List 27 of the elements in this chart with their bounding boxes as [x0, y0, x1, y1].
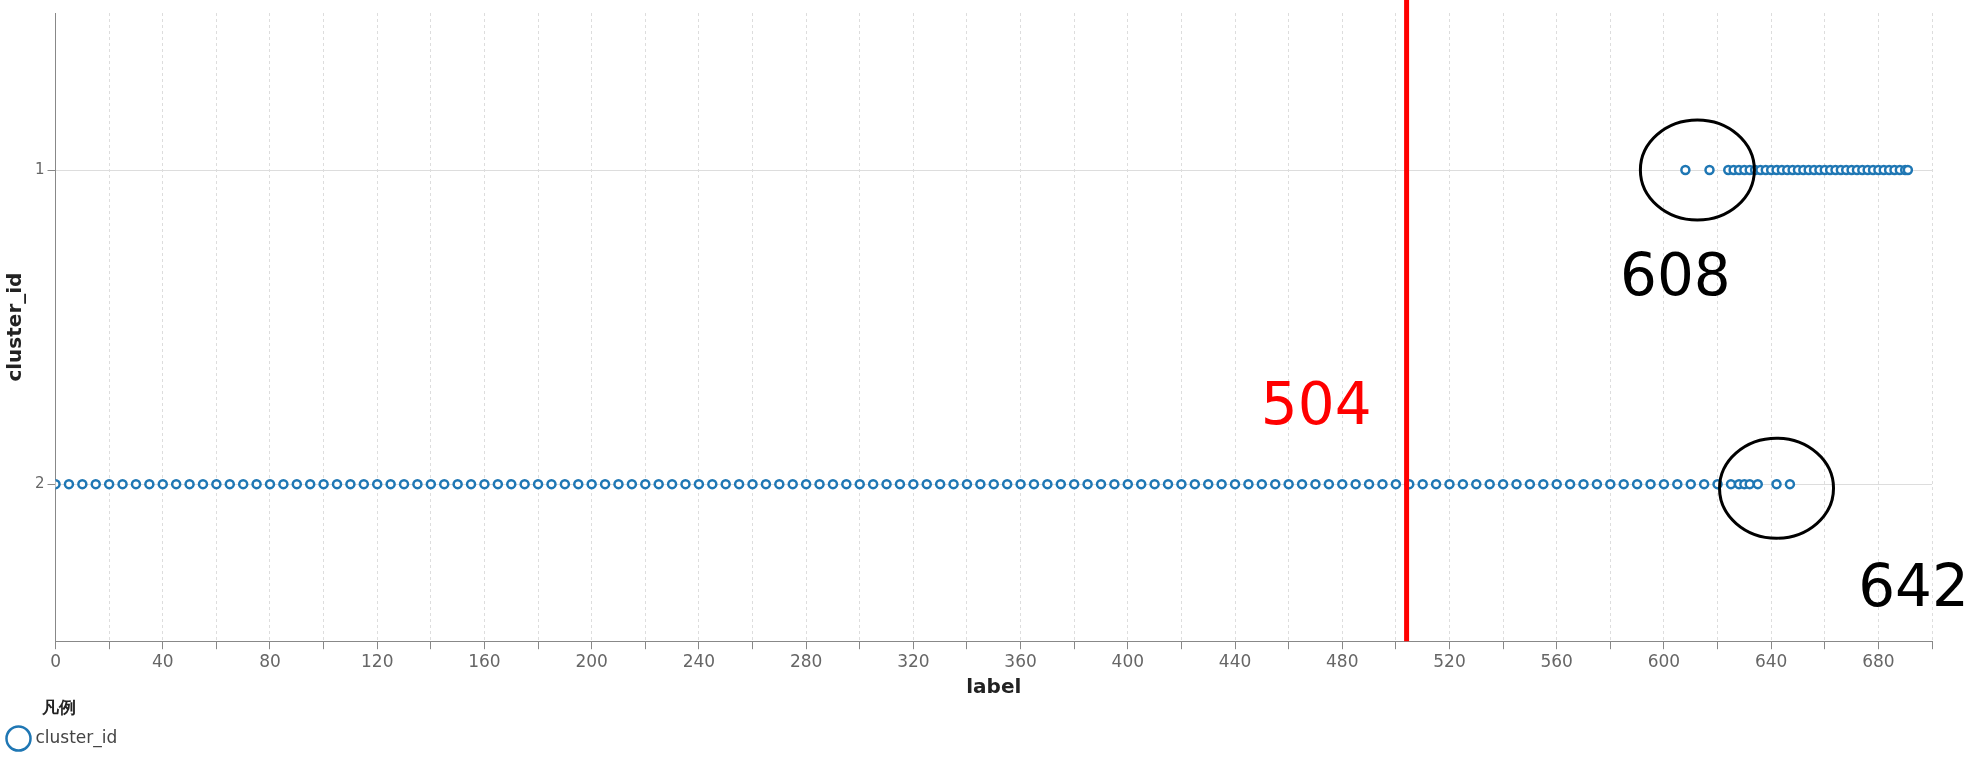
y-axis-title: cluster_id — [2, 272, 27, 382]
x-tick-label: 480 — [1326, 650, 1359, 671]
ref-line-label: 504 — [1260, 369, 1372, 438]
x-tick-label: 520 — [1433, 650, 1466, 671]
legend-label: cluster_id — [35, 726, 118, 748]
x-tick-label: 40 — [151, 650, 174, 671]
x-tick-label: 0 — [50, 650, 61, 671]
y-tick-label: 2 — [35, 474, 45, 493]
x-tick-label: 360 — [1004, 650, 1037, 671]
annotation: 642 — [1858, 552, 1969, 621]
x-tick-label: 560 — [1540, 650, 1573, 671]
x-tick-label: 240 — [682, 650, 716, 671]
x-tick-label: 600 — [1647, 650, 1681, 671]
x-tick-label: 400 — [1111, 650, 1145, 671]
y-tick-label: 1 — [35, 159, 45, 178]
x-tick-label: 640 — [1754, 650, 1788, 671]
x-tick-label: 200 — [575, 650, 608, 671]
x-tick-label: 440 — [1218, 650, 1252, 671]
x-tick-label: 280 — [789, 650, 823, 671]
x-tick-label: 320 — [897, 650, 930, 671]
x-tick-label: 160 — [468, 650, 501, 671]
x-axis-title: label — [966, 673, 1022, 698]
annotation: 608 — [1620, 241, 1731, 310]
x-tick-label: 120 — [361, 650, 394, 671]
legend-title: 凡例 — [40, 696, 76, 717]
x-tick-label: 680 — [1862, 650, 1895, 671]
x-tick-label: 80 — [259, 650, 281, 671]
